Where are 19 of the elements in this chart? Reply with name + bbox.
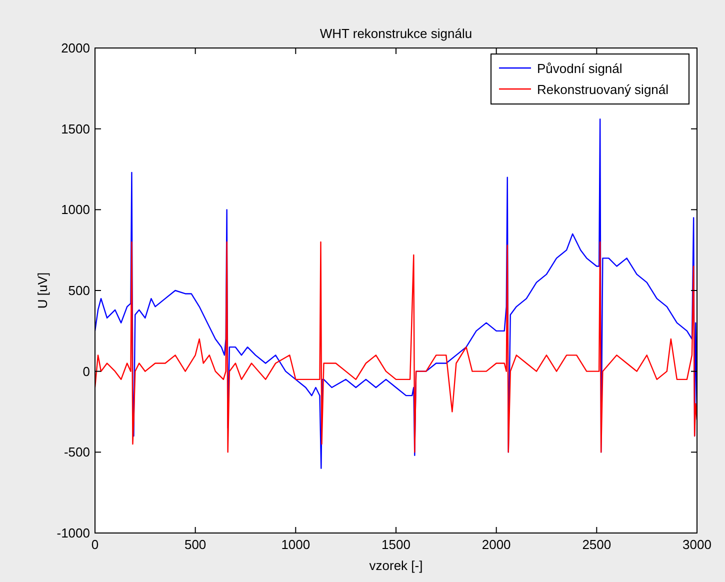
y-tick-label: 500	[68, 283, 90, 298]
x-tick-label: 2500	[582, 537, 612, 552]
x-tick-label: 3000	[682, 537, 712, 552]
legend-label: Původní signál	[537, 61, 622, 76]
x-tick-label: 1500	[382, 537, 410, 552]
x-axis-title: vzorek [-]	[369, 558, 423, 573]
y-axis-title: U [uV]	[35, 272, 50, 309]
y-tick-label: -500	[64, 444, 90, 460]
x-tick-label: 2000	[482, 537, 511, 552]
x-tick-label: 500	[184, 537, 206, 552]
y-tick-label: -1000	[56, 526, 90, 540]
y-tick-label: 0	[82, 364, 90, 379]
line-series	[95, 241, 697, 453]
legend-label: Rekonstruovaný signál	[537, 82, 669, 97]
chart-title: WHT rekonstrukce signálu	[320, 26, 472, 41]
y-tick-label: 1500	[61, 121, 90, 136]
x-tick-label: 1000	[281, 537, 310, 552]
y-tick-label: 1000	[61, 202, 90, 218]
y-tick-label: 2000	[61, 40, 90, 56]
